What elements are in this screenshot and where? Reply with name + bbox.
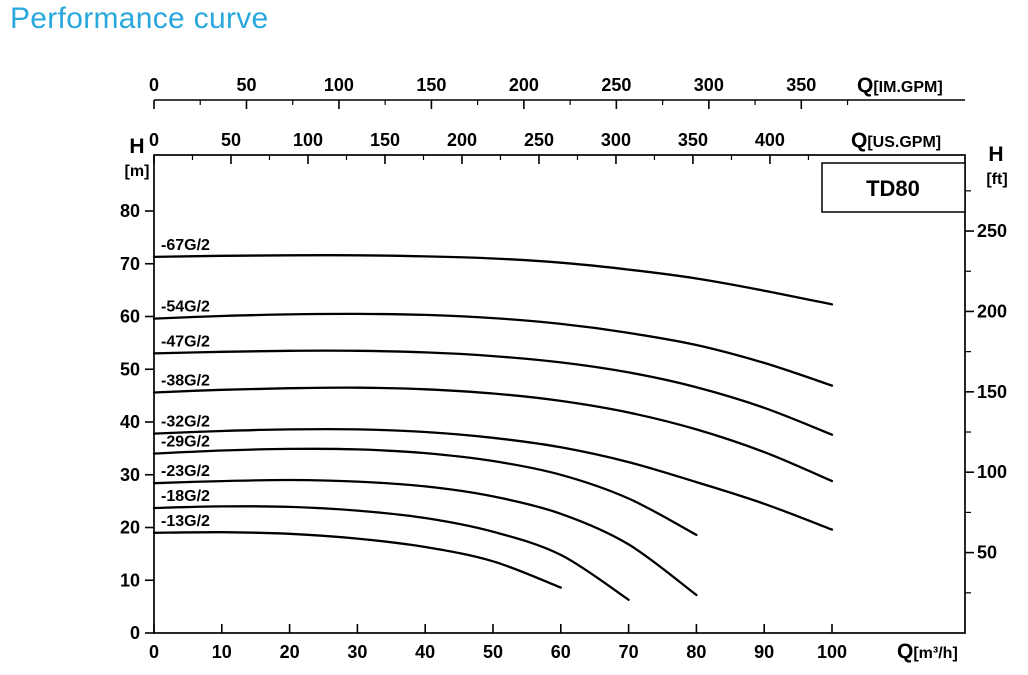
- tick-label-us-gpm: 400: [755, 130, 785, 150]
- tick-label-m3h: 40: [415, 642, 435, 662]
- tick-label-us-gpm: 250: [524, 130, 554, 150]
- pump-curve: [152, 312, 834, 387]
- curve-label: -13G/2: [161, 513, 210, 530]
- axis-title-us-gpm: Q[US.GPM]: [851, 129, 941, 152]
- axis-title-h-left: H: [129, 135, 144, 158]
- pump-curve: [152, 447, 698, 537]
- tick-label-m3h: 80: [686, 642, 706, 662]
- model-label-box: TD80: [821, 162, 966, 213]
- tick-label-us-gpm: 300: [601, 130, 631, 150]
- tick-label-m3h: 30: [347, 642, 367, 662]
- tick-label-ft: 200: [977, 301, 1007, 321]
- tick-label-im-gpm: 0: [149, 75, 159, 95]
- axis-bottom-m3h: 0 10 20 30 40 50 60 70 80 90 100 Q[m³/h]: [149, 624, 958, 663]
- tick-label-m: 10: [120, 570, 140, 590]
- tick-label-m3h: 50: [483, 642, 503, 662]
- tick-label-ft: 150: [977, 382, 1007, 402]
- curve-label: -32G/2: [161, 414, 210, 431]
- tick-label-im-gpm: 350: [786, 75, 816, 95]
- pump-curve: [152, 505, 630, 601]
- tick-label-m3h: 90: [754, 642, 774, 662]
- tick-label-m: 60: [120, 307, 140, 327]
- axis-unit-m: [m]: [125, 163, 150, 180]
- curve-label: -47G/2: [161, 333, 210, 350]
- tick-label-m3h: 20: [280, 642, 300, 662]
- tick-label-im-gpm: 300: [694, 75, 724, 95]
- tick-label-us-gpm: 50: [221, 130, 241, 150]
- curve-label: -18G/2: [161, 488, 210, 505]
- axis-title-h-right: H: [988, 143, 1003, 166]
- pump-curve: [152, 427, 834, 531]
- tick-label-im-gpm: 100: [324, 75, 354, 95]
- tick-label-us-gpm: 150: [370, 130, 400, 150]
- tick-label-m: 30: [120, 465, 140, 485]
- axis-top-imperial-gpm: 0 50 100 150 200 250 300 350 Q[IM.GPM]: [149, 74, 965, 109]
- axis-unit-ft: [ft]: [986, 171, 1007, 188]
- tick-label-im-gpm: 150: [416, 75, 446, 95]
- plot-area: [153, 154, 966, 634]
- tick-label-m3h: 0: [149, 642, 159, 662]
- tick-label-m: 80: [120, 201, 140, 221]
- tick-label-m: 70: [120, 254, 140, 274]
- tick-label-ft: 250: [977, 221, 1007, 241]
- tick-label-ft: 50: [977, 543, 997, 563]
- axis-right-feet: 50 100 150 200 250 H [ft]: [965, 143, 1008, 594]
- pump-curve: [152, 531, 562, 589]
- tick-label-m3h: 10: [212, 642, 232, 662]
- tick-label-m: 20: [120, 518, 140, 538]
- model-box-border: [821, 162, 966, 213]
- pump-curve: [152, 478, 698, 597]
- tick-label-im-gpm: 200: [509, 75, 539, 95]
- axis-title-m3h: Q[m³/h]: [897, 640, 958, 663]
- pump-curve: [152, 386, 834, 483]
- curve-label: -54G/2: [161, 299, 210, 316]
- tick-label-m3h: 60: [551, 642, 571, 662]
- curve-label: -29G/2: [161, 434, 210, 451]
- curve-label: -38G/2: [161, 372, 210, 389]
- axis-title-im-gpm: Q[IM.GPM]: [857, 74, 943, 97]
- tick-label-us-gpm: 200: [447, 130, 477, 150]
- pump-curves: -67G/2 -54G/2 -47G/2 -38G/2 -32G/2 -29G/2 -23G…: [152, 237, 834, 601]
- tick-label-m: 50: [120, 359, 140, 379]
- tick-label-ft: 100: [977, 462, 1007, 482]
- page-title: Performance curve: [10, 2, 269, 35]
- pump-curve: [152, 349, 834, 436]
- tick-label-m: 0: [130, 623, 140, 643]
- tick-label-us-gpm: 350: [678, 130, 708, 150]
- curve-label: -23G/2: [161, 463, 210, 480]
- tick-label-us-gpm: 0: [149, 130, 159, 150]
- tick-label-m3h: 100: [817, 642, 847, 662]
- tick-label-us-gpm: 100: [293, 130, 323, 150]
- tick-label-m: 40: [120, 412, 140, 432]
- model-label: TD80: [866, 176, 920, 201]
- pump-curve: [152, 254, 834, 306]
- axis-left-meters: 0 10 20 30 40 50 60 70 80 H [m]: [120, 135, 154, 643]
- tick-label-im-gpm: 50: [236, 75, 256, 95]
- curve-label: -67G/2: [161, 237, 210, 254]
- tick-label-im-gpm: 250: [601, 75, 631, 95]
- tick-label-m3h: 70: [619, 642, 639, 662]
- axis-top-us-gpm: 0 50 100 150 200 250 300 350 400 Q[US.GPM]: [149, 129, 941, 164]
